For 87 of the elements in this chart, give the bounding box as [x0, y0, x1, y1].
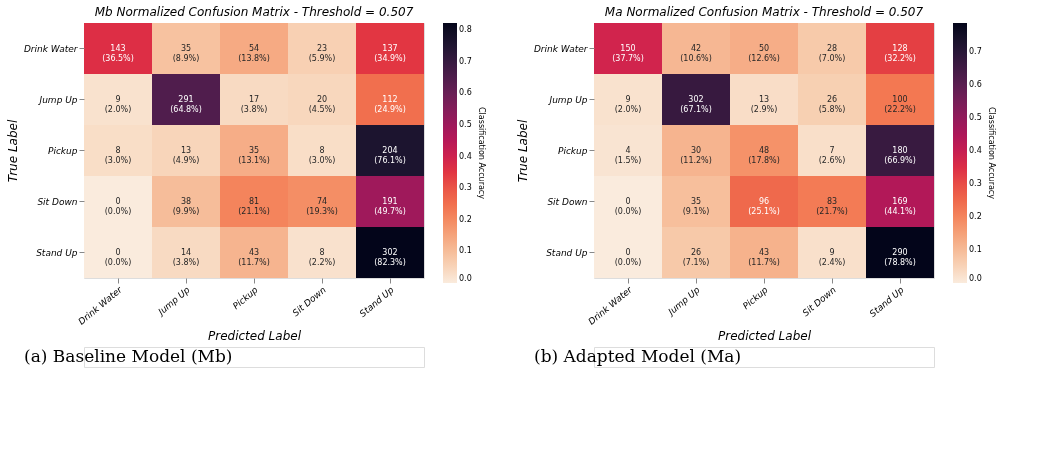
data-label: 14 (3.8%) [172, 247, 200, 267]
data-label: 26 (7.1%) [682, 247, 710, 267]
data-label: 13 (4.9%) [172, 145, 200, 165]
data-label: 302 (67.1%) [680, 94, 712, 114]
data-label: 143 (36.5%) [102, 43, 134, 63]
y-tick-label: Jump Up [37, 94, 78, 105]
data-label: 8 (3.0%) [308, 145, 336, 165]
data-label: 54 (13.8%) [238, 43, 270, 63]
data-label: 150 (37.7%) [612, 43, 644, 63]
data-label: 9 (2.0%) [104, 94, 132, 114]
data-label: 42 (10.6%) [680, 43, 712, 63]
color-bar-label: 0.2 [459, 214, 472, 224]
y-tick-label: Pickup [47, 145, 78, 156]
data-label: 7 (2.6%) [818, 145, 846, 165]
data-label: 191 (49.7%) [374, 196, 406, 216]
color-bar-label: 0.8 [459, 25, 472, 35]
text: (a) Baseline Model (Mb) [24, 346, 233, 366]
color-bar-label: 0.6 [969, 80, 982, 90]
color-bar-label: 0.3 [969, 179, 982, 189]
x-axis-title: Predicted Label [208, 328, 302, 343]
data-label: 74 (19.3%) [306, 196, 338, 216]
data-label: 9 (2.4%) [818, 247, 846, 267]
data-label: 20 (4.5%) [308, 94, 336, 114]
data-label: 0 (0.0%) [614, 196, 642, 216]
y-tick-label: Stand Up [546, 247, 588, 258]
y-axis-title: True Label [515, 119, 530, 183]
color-bar-label: 0.6 [459, 88, 472, 98]
color-bar-label: 0.3 [459, 183, 472, 193]
color-bar-label: 0.7 [459, 56, 472, 66]
y-tick-label: Sit Down [37, 196, 78, 207]
data-label: 4 (1.5%) [614, 145, 642, 165]
data-label: 291 (64.8%) [170, 94, 202, 114]
color-bar-label: 0.0 [459, 274, 472, 283]
x-axis-title: Predicted Label [718, 328, 812, 343]
data-label: 83 (21.7%) [816, 196, 848, 216]
y-tick-label: Sit Down [547, 196, 588, 207]
data-label: 35 (8.9%) [172, 43, 200, 63]
data-label: 204 (76.1%) [374, 145, 406, 165]
data-label: 0 (0.0%) [104, 247, 132, 267]
color-bar-label: 0.1 [969, 245, 982, 255]
y-axis-title: True Label [5, 119, 20, 183]
data-label: 28 (7.0%) [818, 43, 846, 63]
data-label: 302 (82.3%) [374, 247, 406, 267]
data-label: 9 (2.0%) [614, 94, 642, 114]
data-label: 35 (9.1%) [682, 196, 710, 216]
chart-title: Mb Normalized Confusion Matrix - Threshold = 0.507 [94, 5, 414, 19]
data-label: 38 (9.9%) [172, 196, 200, 216]
data-label: 48 (17.8%) [748, 145, 780, 165]
color-bar-title: Classification Accuracy [987, 107, 996, 200]
text: (b) Adapted Model (Ma) [534, 346, 742, 366]
data-label: 23 (5.9%) [308, 43, 336, 63]
data-label: 43 (11.7%) [238, 247, 270, 267]
data-label: 96 (25.1%) [748, 196, 780, 216]
data-label: 290 (78.8%) [884, 247, 916, 267]
data-label: 128 (32.2%) [884, 43, 916, 63]
data-label: 30 (11.2%) [680, 145, 712, 165]
color-bar-label: 0.4 [969, 146, 982, 156]
color-bar-label: 0.2 [969, 212, 982, 222]
y-tick-label: Drink Water [533, 43, 589, 54]
y-tick-label: Jump Up [547, 94, 588, 105]
y-tick-label: Stand Up [36, 247, 78, 258]
color-bar-label: 0.7 [969, 47, 982, 57]
color-bar-label: 0.1 [459, 246, 472, 256]
data-label: 26 (5.8%) [818, 94, 846, 114]
data-label: 81 (21.1%) [238, 196, 270, 216]
data-label: 17 (3.8%) [240, 94, 268, 114]
data-label: 35 (13.1%) [238, 145, 270, 165]
color-bar-label: 0.4 [459, 151, 472, 161]
chart-title: Ma Normalized Confusion Matrix - Threshold = 0.507 [604, 5, 924, 19]
data-label: 180 (66.9%) [884, 145, 916, 165]
data-label: 100 (22.2%) [884, 94, 916, 114]
y-tick-label: Pickup [557, 145, 588, 156]
data-label: 0 (0.0%) [614, 247, 642, 267]
data-label: 13 (2.9%) [750, 94, 778, 114]
data-label: 50 (12.6%) [748, 43, 780, 63]
color-bar-title: Classification Accuracy [477, 107, 486, 200]
color-bar-label: 0.5 [969, 113, 982, 123]
data-label: 112 (24.9%) [374, 94, 406, 114]
color-bar-label: 0.5 [459, 120, 472, 130]
data-label: 8 (3.0%) [104, 145, 132, 165]
data-label: 8 (2.2%) [308, 247, 336, 267]
color-bar-label: 0.0 [969, 274, 982, 283]
y-tick-label: Drink Water [23, 43, 79, 54]
data-label: 137 (34.9%) [374, 43, 406, 63]
data-label: 43 (11.7%) [748, 247, 780, 267]
data-label: 0 (0.0%) [104, 196, 132, 216]
data-label: 169 (44.1%) [884, 196, 916, 216]
